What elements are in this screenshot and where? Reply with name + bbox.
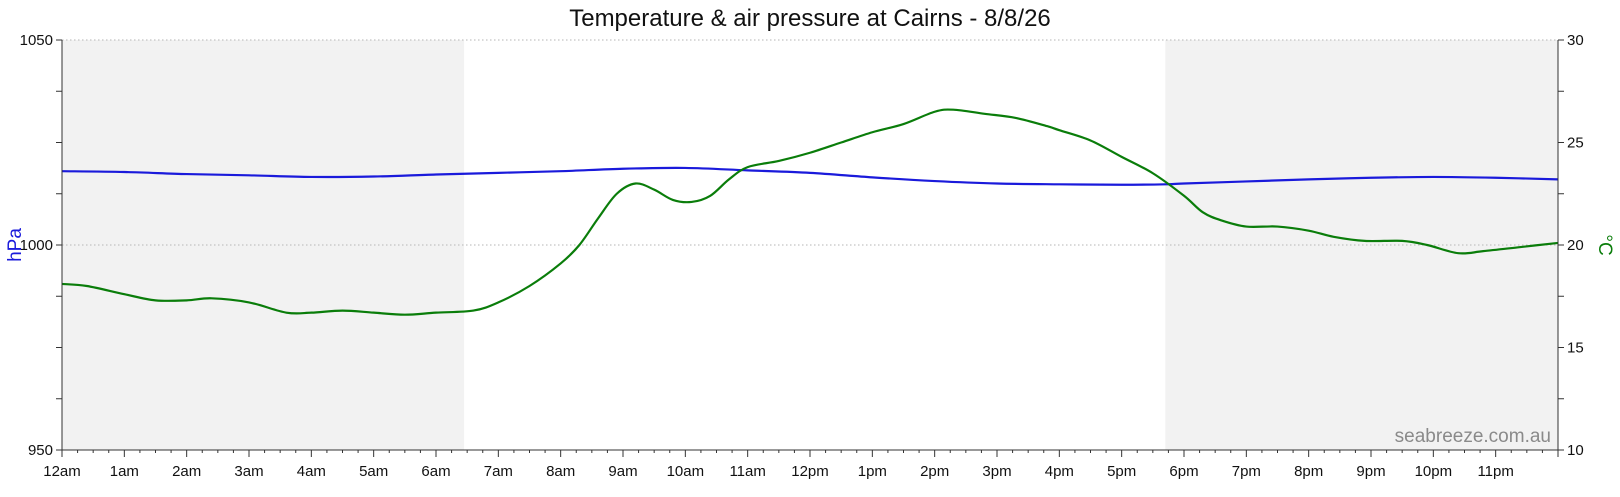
x-tick-label-8am: 8am <box>546 463 575 480</box>
right-axis-label: °C <box>1594 234 1615 255</box>
x-tick-label-1pm: 1pm <box>858 463 887 480</box>
left-tick-label-1050: 1050 <box>20 32 53 49</box>
pressure-line <box>61 166 1559 186</box>
left-axis-label: hPa <box>5 228 26 262</box>
x-tick-label-4pm: 4pm <box>1045 463 1074 480</box>
x-tick-label-9pm: 9pm <box>1356 463 1385 480</box>
right-tick-label-15: 15 <box>1567 340 1584 357</box>
x-tick-label-1am: 1am <box>110 463 139 480</box>
left-tick-label-950: 950 <box>28 442 53 459</box>
right-tick-label-25: 25 <box>1567 135 1584 152</box>
left-tick-label-1000: 1000 <box>20 237 53 254</box>
x-tick-label-5am: 5am <box>359 463 388 480</box>
x-tick-label-5pm: 5pm <box>1107 463 1136 480</box>
watermark: seabreeze.com.au <box>1395 426 1551 447</box>
chart-title: Temperature & air pressure at Cairns - 8… <box>569 5 1051 32</box>
left-axis-ticks: 950 1000 1050 <box>20 32 62 459</box>
x-tick-label-10pm: 10pm <box>1415 463 1453 480</box>
right-tick-label-30: 30 <box>1567 32 1584 49</box>
x-tick-label-6am: 6am <box>421 463 450 480</box>
x-tick-label-8pm: 8pm <box>1294 463 1323 480</box>
x-tick-label-7pm: 7pm <box>1232 463 1261 480</box>
x-tick-label-7am: 7am <box>484 463 513 480</box>
right-axis-ticks: 10 15 20 25 30 <box>1558 32 1584 459</box>
temperature-line <box>61 108 1559 316</box>
x-tick-label-10am: 10am <box>667 463 705 480</box>
series-group <box>61 108 1559 316</box>
x-tick-label-12pm: 12pm <box>791 463 829 480</box>
x-tick-label-3am: 3am <box>234 463 263 480</box>
x-tick-label-2am: 2am <box>172 463 201 480</box>
x-tick-label-9am: 9am <box>608 463 637 480</box>
x-tick-label-12am: 12am <box>43 463 81 480</box>
x-tick-label-6pm: 6pm <box>1169 463 1198 480</box>
right-tick-label-10: 10 <box>1567 442 1584 459</box>
night-shading-group <box>62 40 1558 450</box>
x-tick-label-2pm: 2pm <box>920 463 949 480</box>
x-tick-label-4am: 4am <box>297 463 326 480</box>
right-tick-label-20: 20 <box>1567 237 1584 254</box>
x-tick-label-11am: 11am <box>729 463 765 480</box>
x-tick-label-3pm: 3pm <box>982 463 1011 480</box>
x-tick-label-11pm: 11pm <box>1477 463 1513 480</box>
x-axis-ticks: 12am 1am 2am 3am 4am 5am 6am 7am 8am 9am 10am 11am 1… <box>43 450 1559 480</box>
